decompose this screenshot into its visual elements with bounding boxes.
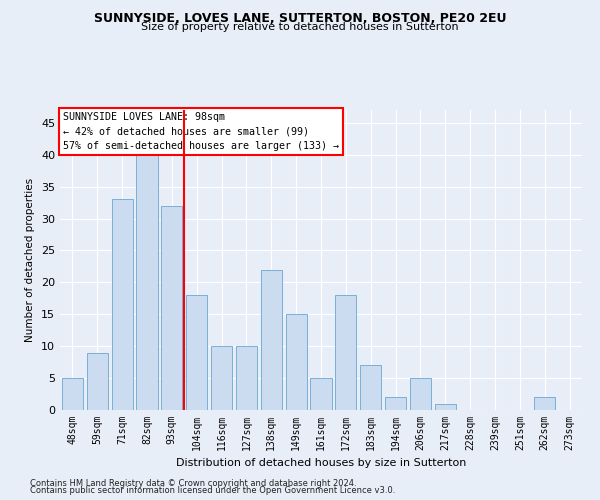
Bar [410,378,431,410]
Bar [435,404,456,410]
Text: SUNNYSIDE, LOVES LANE, SUTTERTON, BOSTON, PE20 2EU: SUNNYSIDE, LOVES LANE, SUTTERTON, BOSTON… [94,12,506,26]
Bar [385,397,406,410]
Bar [136,154,158,410]
Bar [310,378,332,410]
Bar [236,346,257,410]
Bar [335,295,356,410]
Bar [87,352,108,410]
Bar [62,378,83,410]
Bar [186,295,207,410]
Bar [211,346,232,410]
Text: Contains HM Land Registry data © Crown copyright and database right 2024.: Contains HM Land Registry data © Crown c… [30,478,356,488]
Bar [286,314,307,410]
Text: Contains public sector information licensed under the Open Government Licence v3: Contains public sector information licen… [30,486,395,495]
Bar [534,397,555,410]
Y-axis label: Number of detached properties: Number of detached properties [25,178,35,342]
Text: Size of property relative to detached houses in Sutterton: Size of property relative to detached ho… [141,22,459,32]
Bar [161,206,182,410]
Bar [360,366,381,410]
Bar [261,270,282,410]
Bar [112,200,133,410]
Text: SUNNYSIDE LOVES LANE: 98sqm
← 42% of detached houses are smaller (99)
57% of sem: SUNNYSIDE LOVES LANE: 98sqm ← 42% of det… [62,112,338,151]
X-axis label: Distribution of detached houses by size in Sutterton: Distribution of detached houses by size … [176,458,466,468]
